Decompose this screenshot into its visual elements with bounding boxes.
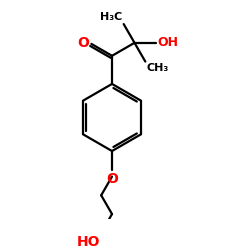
Text: HO: HO xyxy=(76,235,100,249)
Text: H₃C: H₃C xyxy=(100,12,122,22)
Text: O: O xyxy=(77,36,89,50)
Text: OH: OH xyxy=(157,36,178,49)
Text: CH₃: CH₃ xyxy=(146,63,169,73)
Text: O: O xyxy=(106,172,118,185)
